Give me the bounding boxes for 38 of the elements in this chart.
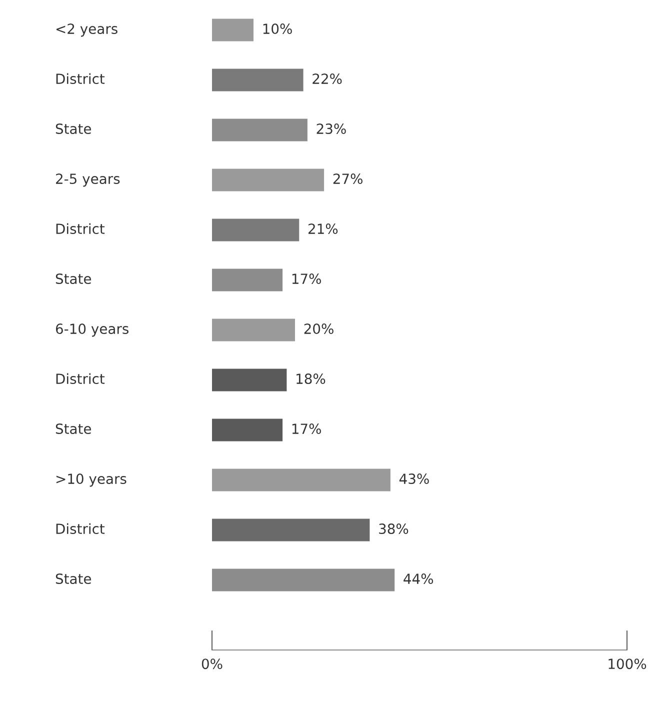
- bar: [212, 218, 300, 242]
- y-tick-label: 2-5 years: [56, 174, 120, 187]
- bar: [212, 118, 308, 142]
- data-label: 20%: [304, 324, 334, 334]
- y-tick-label: >10 years: [56, 474, 126, 487]
- data-label: 17%: [292, 274, 321, 284]
- bar: [212, 418, 283, 442]
- y-tick-label: <2 years: [56, 24, 118, 37]
- data-label: 27%: [333, 174, 362, 184]
- y-tick-label: State: [56, 274, 92, 284]
- y-tick-label: District: [56, 73, 105, 84]
- bar: [212, 518, 370, 542]
- bar: [212, 568, 395, 592]
- bar: [212, 268, 283, 292]
- bar: [212, 468, 390, 492]
- bar: [212, 18, 254, 42]
- x-tick-label: 0%: [202, 658, 222, 670]
- y-tick-label: State: [56, 124, 92, 134]
- data-label: 10%: [263, 24, 292, 34]
- data-label: 22%: [312, 74, 342, 84]
- data-label: 21%: [308, 224, 338, 234]
- data-label: 38%: [379, 524, 408, 534]
- y-tick-label: District: [56, 373, 105, 384]
- y-tick-label: 6-10 years: [56, 324, 128, 337]
- y-tick-label: District: [56, 523, 105, 534]
- data-label: 43%: [399, 474, 429, 484]
- data-label: 23%: [316, 124, 346, 134]
- bar: [212, 68, 304, 92]
- bar: [212, 168, 324, 192]
- y-tick-label: State: [56, 424, 92, 434]
- data-label: 44%: [404, 574, 434, 584]
- bar: [212, 368, 287, 392]
- bar: [212, 318, 295, 342]
- data-label: 18%: [296, 374, 326, 384]
- x-tick-label: 100%: [608, 658, 646, 670]
- y-tick-label: District: [56, 223, 105, 234]
- data-label: 17%: [292, 424, 321, 434]
- y-tick-label: State: [56, 574, 92, 584]
